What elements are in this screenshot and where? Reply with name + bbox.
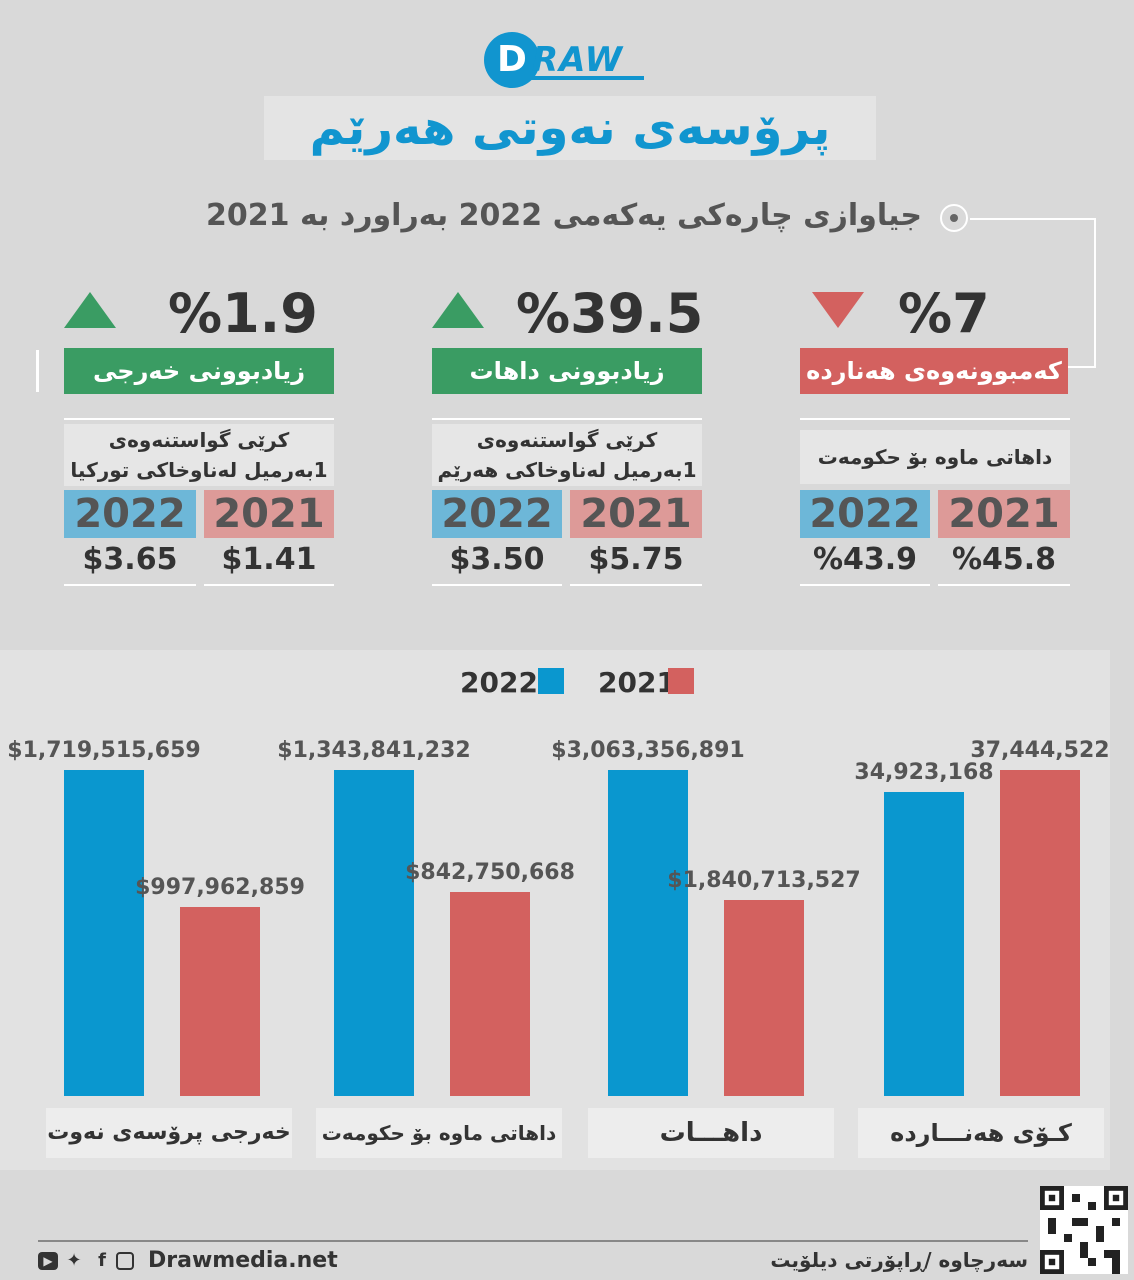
divider: [938, 584, 1070, 586]
bar-value-label: 37,444,522: [970, 738, 1110, 763]
website-link[interactable]: Drawmedia.net: [148, 1248, 338, 1273]
divider: [204, 584, 334, 586]
legend-2022-label: 2022: [460, 666, 538, 699]
bar-value-label: $1,840,713,527: [667, 868, 861, 893]
divider: [64, 418, 334, 420]
connector-line: [1068, 366, 1096, 368]
bar-value-label: $1,343,841,232: [277, 738, 471, 763]
source-text: سەرچاوە /ڕاپۆرتی دیلۆیت: [770, 1248, 1028, 1272]
decrease-arrow-icon: [812, 292, 864, 328]
card-expense-value-2022: $3.65: [82, 542, 178, 577]
divider: [64, 584, 196, 586]
category-label: خەرجی پرۆسەی نەوت: [46, 1108, 292, 1158]
category-label: کـۆی هەنـــاردە: [858, 1108, 1104, 1158]
card-expense-year-2021: 2021: [204, 490, 334, 538]
divider: [36, 350, 39, 392]
card-expense-year-2022: 2022: [64, 490, 196, 538]
bar-2021-0: [180, 907, 260, 1096]
logo-word: RAW: [532, 40, 624, 80]
bar-2022-0: [64, 770, 144, 1096]
bar-value-label: $997,962,859: [135, 875, 305, 900]
bar-value-label: 34,923,168: [854, 760, 994, 785]
card-export-banner: کەمبوونەوەی هەناردە: [800, 348, 1068, 394]
qr-code[interactable]: [1040, 1186, 1128, 1274]
page-title: پرۆسەی نەوتی هەرێم: [264, 96, 876, 160]
divider: [800, 584, 930, 586]
bar-2022-3: [884, 792, 964, 1096]
card-export-value-2021: %45.8: [951, 542, 1057, 577]
card-export-year-2021: 2021: [938, 490, 1070, 538]
legend-2021-label: 2021: [598, 666, 676, 699]
connector-line: [1094, 218, 1096, 368]
divider: [432, 584, 562, 586]
card-revenue-value-2021: $5.75: [588, 542, 684, 577]
card-export-note: داهاتی ماوە بۆ حکومەت: [800, 430, 1070, 484]
card-revenue-value-2022: $3.50: [449, 542, 545, 577]
footer-divider: [38, 1240, 1028, 1242]
category-label: داهـــات: [588, 1108, 834, 1158]
bar-value-label: $1,719,515,659: [7, 738, 201, 763]
legend-2022-swatch: [538, 668, 564, 694]
bar-2022-2: [608, 770, 688, 1096]
card-revenue-year-2021: 2021: [570, 490, 702, 538]
divider: [800, 418, 1070, 420]
card-export-year-2022: 2022: [800, 490, 930, 538]
connector-circle: [940, 204, 968, 232]
connector-line: [970, 218, 1096, 220]
bar-value-label: $3,063,356,891: [551, 738, 745, 763]
card-revenue-banner: زیادبوونی داهات: [432, 348, 702, 394]
increase-arrow-icon: [64, 292, 116, 328]
card-expense-pct: %1.9: [168, 282, 318, 345]
card-revenue-pct: %39.5: [516, 282, 704, 345]
facebook-icon[interactable]: f: [98, 1250, 106, 1271]
card-revenue-note: کرێی گواستنەوەی 1بەرمیل لەناوخاکی هەرێم: [432, 424, 702, 486]
divider: [432, 418, 702, 420]
card-export-pct: %7: [898, 282, 990, 345]
card-expense-value-2021: $1.41: [221, 542, 317, 577]
logo-circle: D: [484, 32, 540, 88]
bar-value-label: $842,750,668: [405, 860, 575, 885]
card-revenue-year-2022: 2022: [432, 490, 562, 538]
bar-2021-2: [724, 900, 804, 1096]
card-export-value-2022: %43.9: [812, 542, 918, 577]
bar-2021-1: [450, 892, 530, 1096]
increase-arrow-icon: [432, 292, 484, 328]
youtube-icon[interactable]: ▶: [38, 1252, 58, 1270]
card-expense-banner: زیادبوونی خەرجی: [64, 348, 334, 394]
bar-2021-3: [1000, 770, 1080, 1096]
card-expense-note: کرێی گواستنەوەی 1بەرمیل لەناوخاکی تورکیا: [64, 424, 334, 486]
bar-2022-1: [334, 770, 414, 1096]
divider: [570, 584, 702, 586]
twitter-icon[interactable]: ✦: [66, 1250, 82, 1271]
draw-logo: D RAW: [484, 32, 654, 88]
connector-dot: [950, 214, 958, 222]
legend-2021-swatch: [668, 668, 694, 694]
subtitle: جیاوازی چارەکی یەکەمی 2022 بەراورد بە 20…: [206, 198, 922, 233]
logo-underline: [524, 76, 644, 80]
category-label: داهاتی ماوە بۆ حکومەت: [316, 1108, 562, 1158]
instagram-icon[interactable]: [116, 1252, 134, 1270]
